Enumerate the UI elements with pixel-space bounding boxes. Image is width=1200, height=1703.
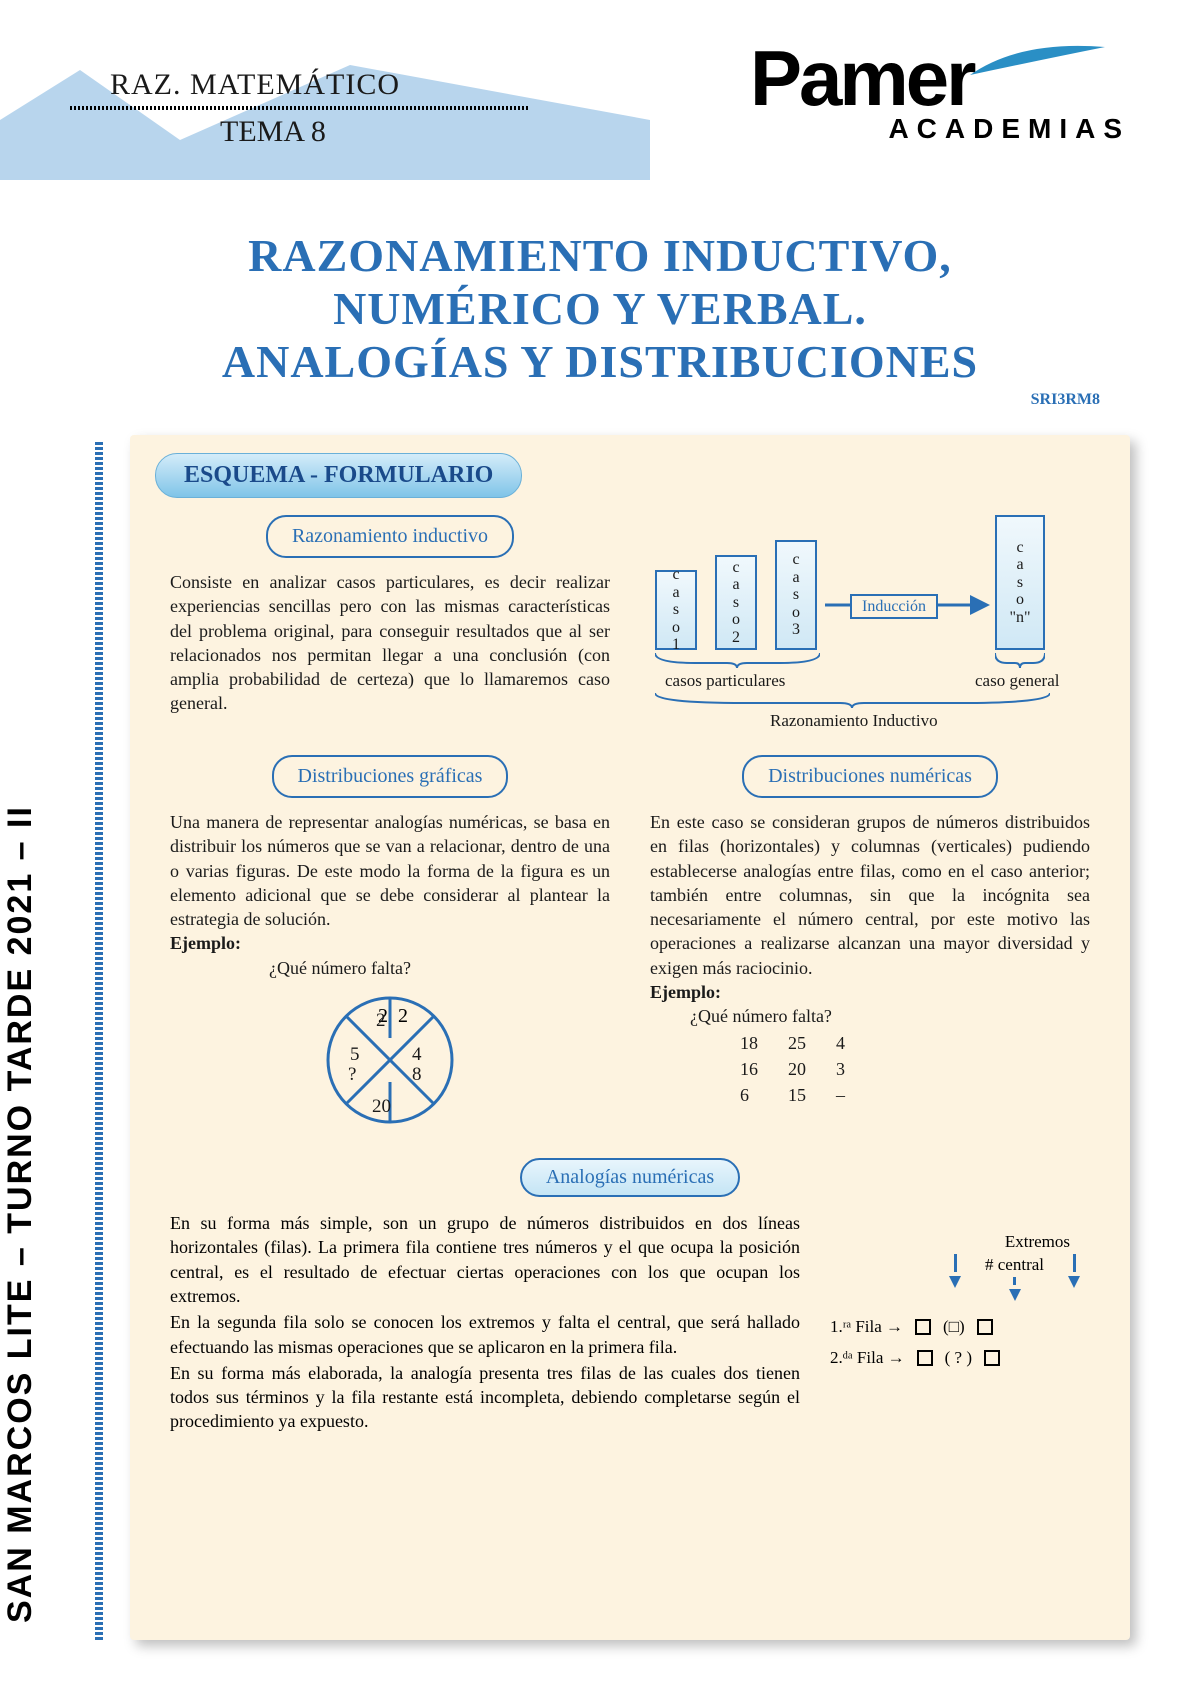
sq-icon [917,1350,933,1366]
cv-left-top: 5 [350,1042,360,1068]
page-title: RAZONAMIENTO INDUCTIVO, NUMÉRICO Y VERBA… [0,230,1200,389]
body-numericas: En este caso se consideran grupos de núm… [650,810,1090,980]
doc-code: SRI3RM8 [0,391,1100,409]
caso-2: caso2 [715,555,757,650]
body-inductivo: Consiste en analizar casos particulares,… [170,570,610,716]
brace-left [655,653,820,668]
ejemplo-q-1: ¿Qué número falta? [70,956,610,980]
sq-icon [977,1319,993,1335]
cv-bottom: 20 [372,1094,391,1120]
swoosh-icon [960,35,1110,85]
sidebar-line [95,440,103,1640]
sidebar-text: SAN MARCOS LITE – TURNO TARDE 2021 – II [1,805,40,1623]
extremos-diagram: Extremos # central 1.ʳᵃ Fila → (□) 2.ᵈᵃ … [830,1211,1090,1436]
sq-icon [984,1350,1000,1366]
caso-3: caso3 [775,540,817,650]
card-header: ESQUEMA - FORMULARIO [155,453,522,498]
title-line1: RAZONAMIENTO INDUCTIVO, [248,230,952,281]
pill-analogias: Analogías numéricas [520,1158,740,1197]
brace-full [655,693,1050,708]
row1-label: 1.ʳᵃ Fila → [830,1316,903,1339]
svg-text:2: 2 [398,1005,408,1027]
cv-top-left: 2 [376,1008,386,1034]
brace-right-label: caso general [975,670,1059,693]
row2-mid: ( ? ) [945,1347,972,1370]
pill-graficas: Distribuciones gráficas [272,755,509,798]
num-table: 18254 16203 615– [710,1029,875,1110]
section-inductivo: Razonamiento inductivo Consiste en anali… [170,515,610,735]
title-line3: ANALOGÍAS Y DISTRIBUCIONES [222,336,978,387]
induction-diagram: caso1 caso2 caso3 caso"n" Inducción caso… [655,515,1085,735]
ext-hdr1: Extremos [830,1231,1090,1254]
caso-1: caso1 [655,570,697,650]
arrow-label-box: Inducción [850,593,938,618]
circle-diagram: 2 2 2 4 8 20 ? 5 [320,990,460,1130]
section-graficas: Distribuciones gráficas Una manera de re… [170,755,610,1140]
row1-mid: (□) [943,1316,965,1339]
ejemplo-q-2: ¿Qué número falta? [690,1004,1090,1028]
ejemplo-label-2: Ejemplo: [650,982,721,1002]
body-analogias: En su forma más simple, son un grupo de … [170,1211,800,1436]
section-numericas: Distribuciones numéricas En este caso se… [650,755,1090,1140]
logo: Pamer ACADEMIAS [750,45,1130,145]
tema-label: TEMA 8 [220,115,326,149]
brace-left-label: casos particulares [665,670,785,693]
sq-icon [915,1319,931,1335]
pill-numericas: Distribuciones numéricas [742,755,998,798]
caso-n: caso"n" [995,515,1045,650]
row2-label: 2.ᵈᵃ Fila → [830,1347,905,1370]
induction-diagram-col: caso1 caso2 caso3 caso"n" Inducción caso… [650,515,1090,735]
brace-full-label: Razonamiento Inductivo [770,710,938,733]
content-card: ESQUEMA - FORMULARIO Razonamiento induct… [130,435,1130,1640]
header: RAZ. MATEMÁTICO TEMA 8 Pamer ACADEMIAS [0,0,1200,180]
ext-hdr2: # central [985,1255,1044,1274]
title-line2: NUMÉRICO Y VERBAL. [333,283,867,334]
pill-inductivo: Razonamiento inductivo [266,515,514,558]
body-graficas: Una manera de representar analogías numé… [170,810,610,931]
arrow-label: Inducción [850,594,938,619]
ejemplo-label-1: Ejemplo: [170,933,241,953]
divider [70,106,530,110]
cv-right-bot: 8 [412,1062,422,1088]
brace-right [995,653,1045,668]
subject-label: RAZ. MATEMÁTICO [110,68,400,102]
